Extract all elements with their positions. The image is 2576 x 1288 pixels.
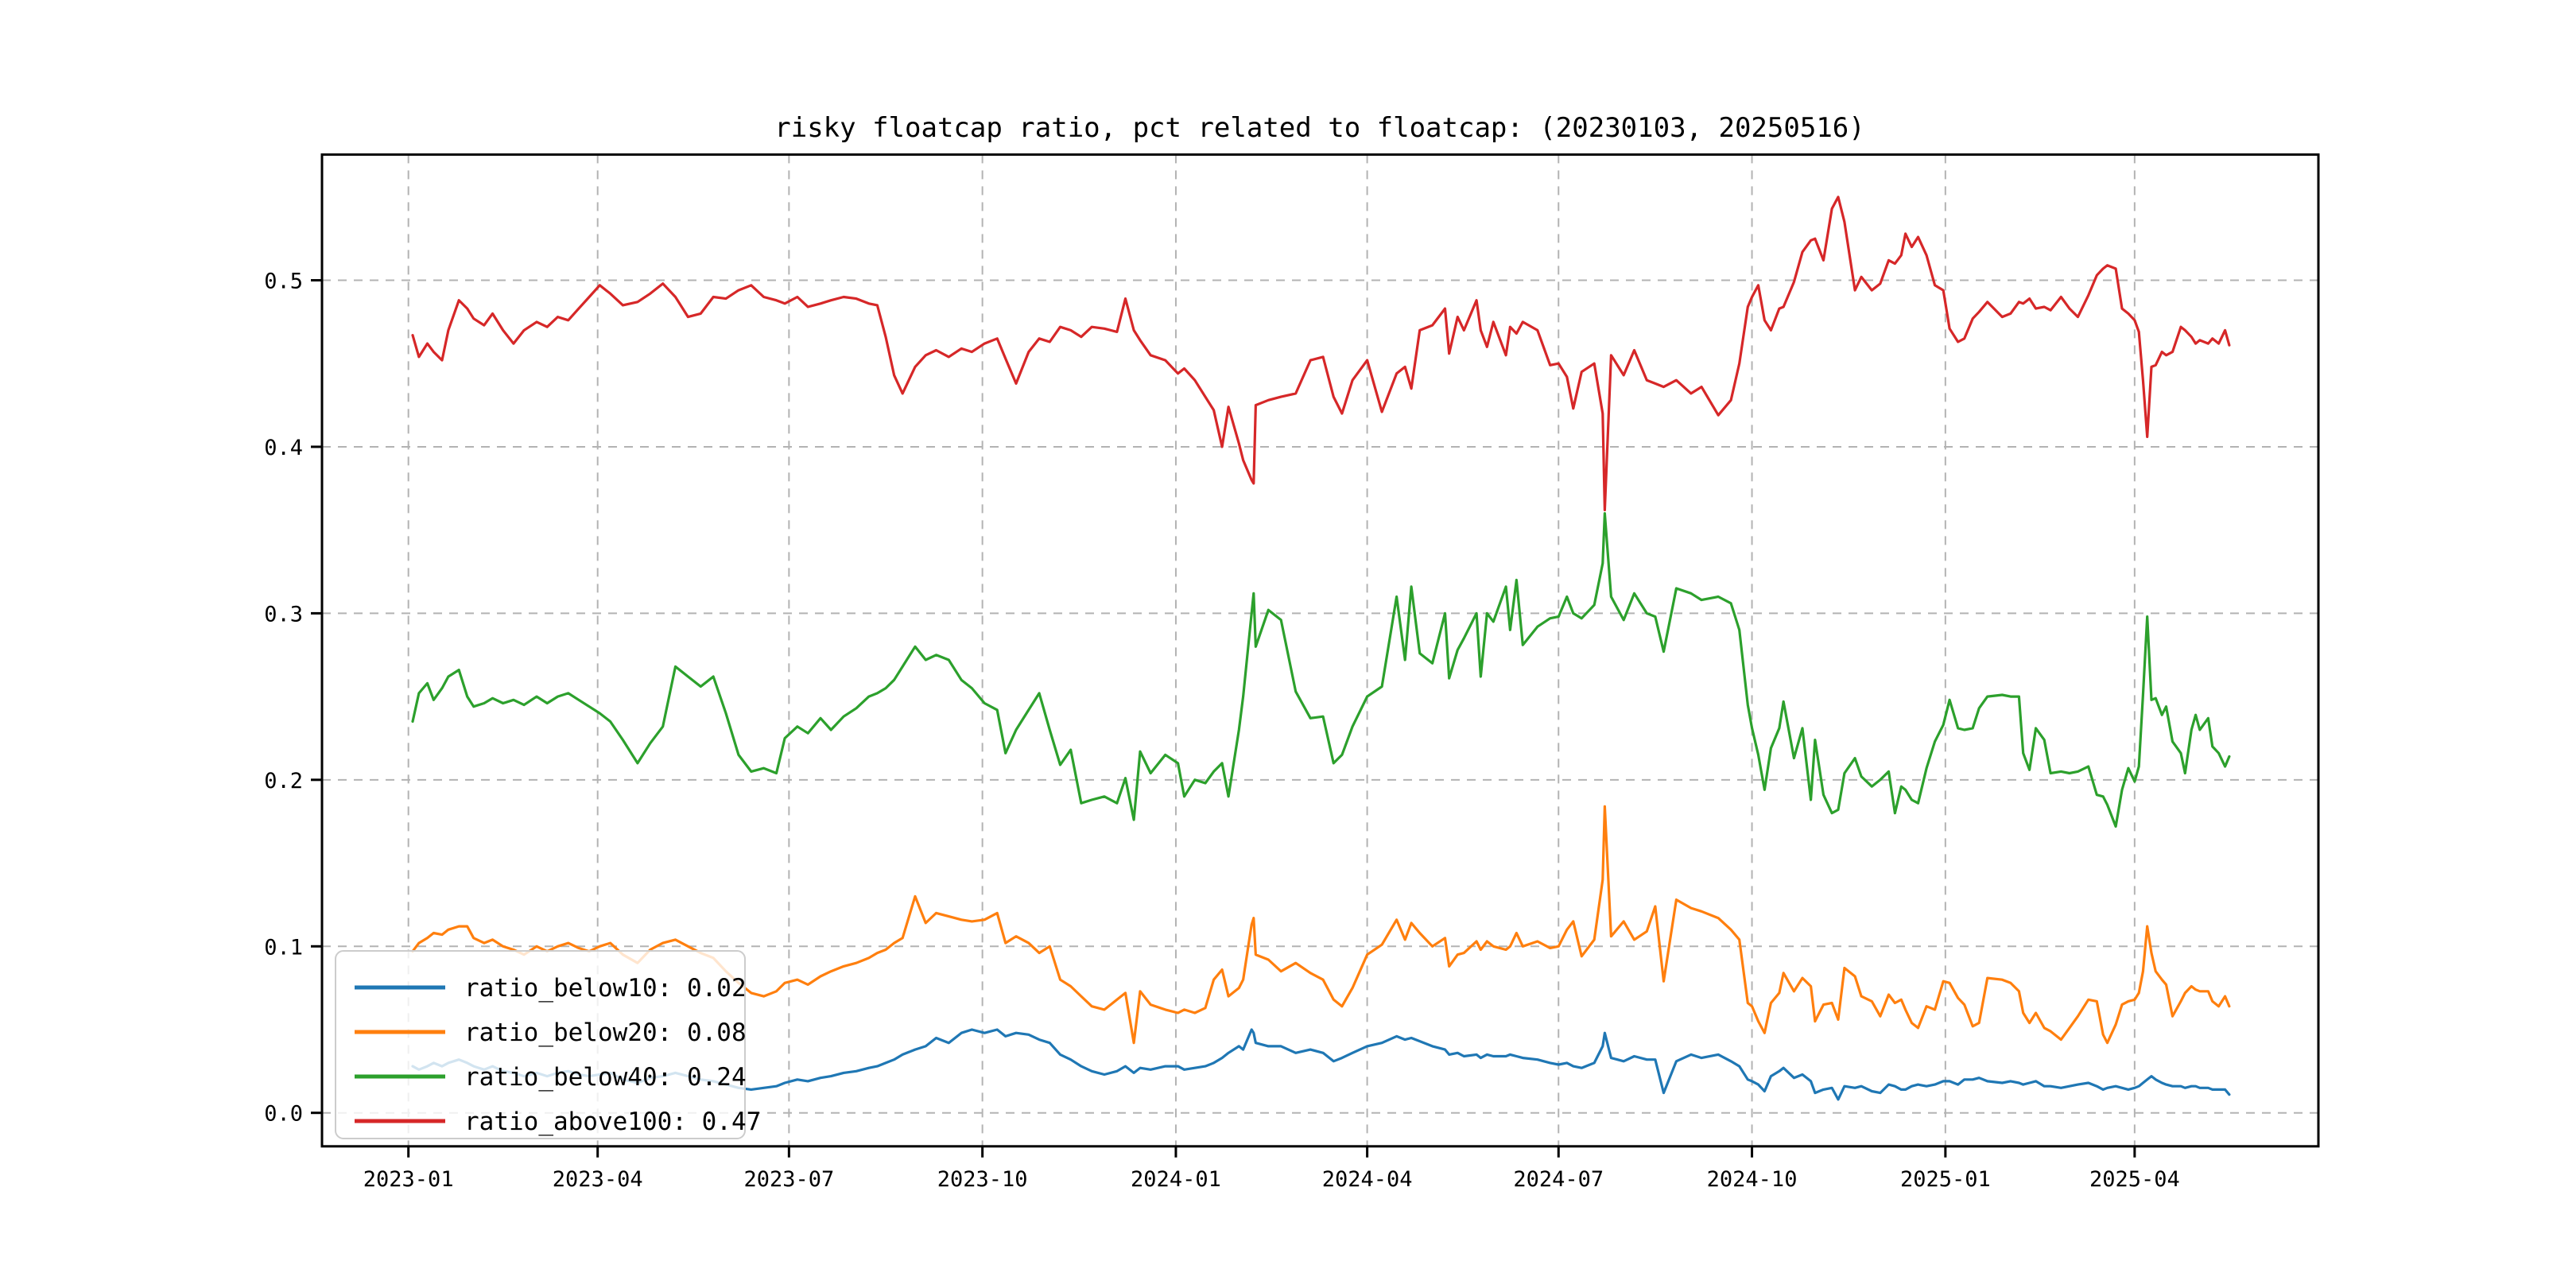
legend-item-ratio_below10: ratio_below10: 0.02 bbox=[355, 974, 747, 1003]
y-tick-label: 0.1 bbox=[264, 935, 303, 960]
y-tick-label: 0.3 bbox=[264, 602, 303, 627]
legend-box bbox=[335, 950, 746, 1139]
y-tick-label: 0.0 bbox=[264, 1102, 303, 1127]
chart-title: risky floatcap ratio, pct related to flo… bbox=[774, 112, 1864, 144]
legend-item-ratio_below40: ratio_below40: 0.24 bbox=[355, 1063, 747, 1092]
x-tick-label: 2024-01 bbox=[1131, 1167, 1221, 1192]
series-line-ratio_below40 bbox=[411, 512, 2231, 828]
plot-border bbox=[320, 153, 2320, 1148]
series-line-ratio_below20 bbox=[411, 805, 2231, 1045]
legend-item-ratio_above100: ratio_above100: 0.47 bbox=[355, 1108, 761, 1136]
x-tick-label: 2023-07 bbox=[743, 1167, 834, 1192]
x-tick-label: 2023-04 bbox=[553, 1167, 643, 1192]
series-line-ratio_above100 bbox=[411, 196, 2231, 512]
y-tick-label: 0.5 bbox=[264, 270, 303, 294]
x-tick-label: 2024-07 bbox=[1513, 1167, 1604, 1192]
legend-label-ratio_below20: ratio_below20: 0.08 bbox=[464, 1018, 747, 1047]
x-tick-label: 2025-01 bbox=[1900, 1167, 1991, 1192]
axis-layer: 0.0 0.1 0.2 0.3 0.4 0.5 2023-01 2023-04 2023-07 2… bbox=[264, 153, 2320, 1192]
y-tick-label: 0.4 bbox=[264, 436, 303, 460]
y-tick-label: 0.2 bbox=[264, 769, 303, 793]
x-tick-label: 2023-10 bbox=[937, 1167, 1028, 1192]
series-line-ratio_below10 bbox=[411, 1028, 2231, 1101]
x-tick-label: 2025-04 bbox=[2089, 1167, 2180, 1192]
legend-label-ratio_below10: ratio_below10: 0.02 bbox=[464, 974, 747, 1003]
legend: ratio_below10: 0.02 ratio_below20: 0.08 ra… bbox=[335, 950, 761, 1139]
series-layer bbox=[411, 196, 2231, 1101]
legend-label-ratio_below40: ratio_below40: 0.24 bbox=[464, 1063, 747, 1092]
x-tick-label: 2024-10 bbox=[1707, 1167, 1798, 1192]
legend-label-ratio_above100: ratio_above100: 0.47 bbox=[464, 1108, 761, 1136]
legend-item-ratio_below20: ratio_below20: 0.08 bbox=[355, 1018, 747, 1047]
x-tick-label: 2024-04 bbox=[1322, 1167, 1413, 1192]
x-tick-label: 2023-01 bbox=[363, 1167, 454, 1192]
